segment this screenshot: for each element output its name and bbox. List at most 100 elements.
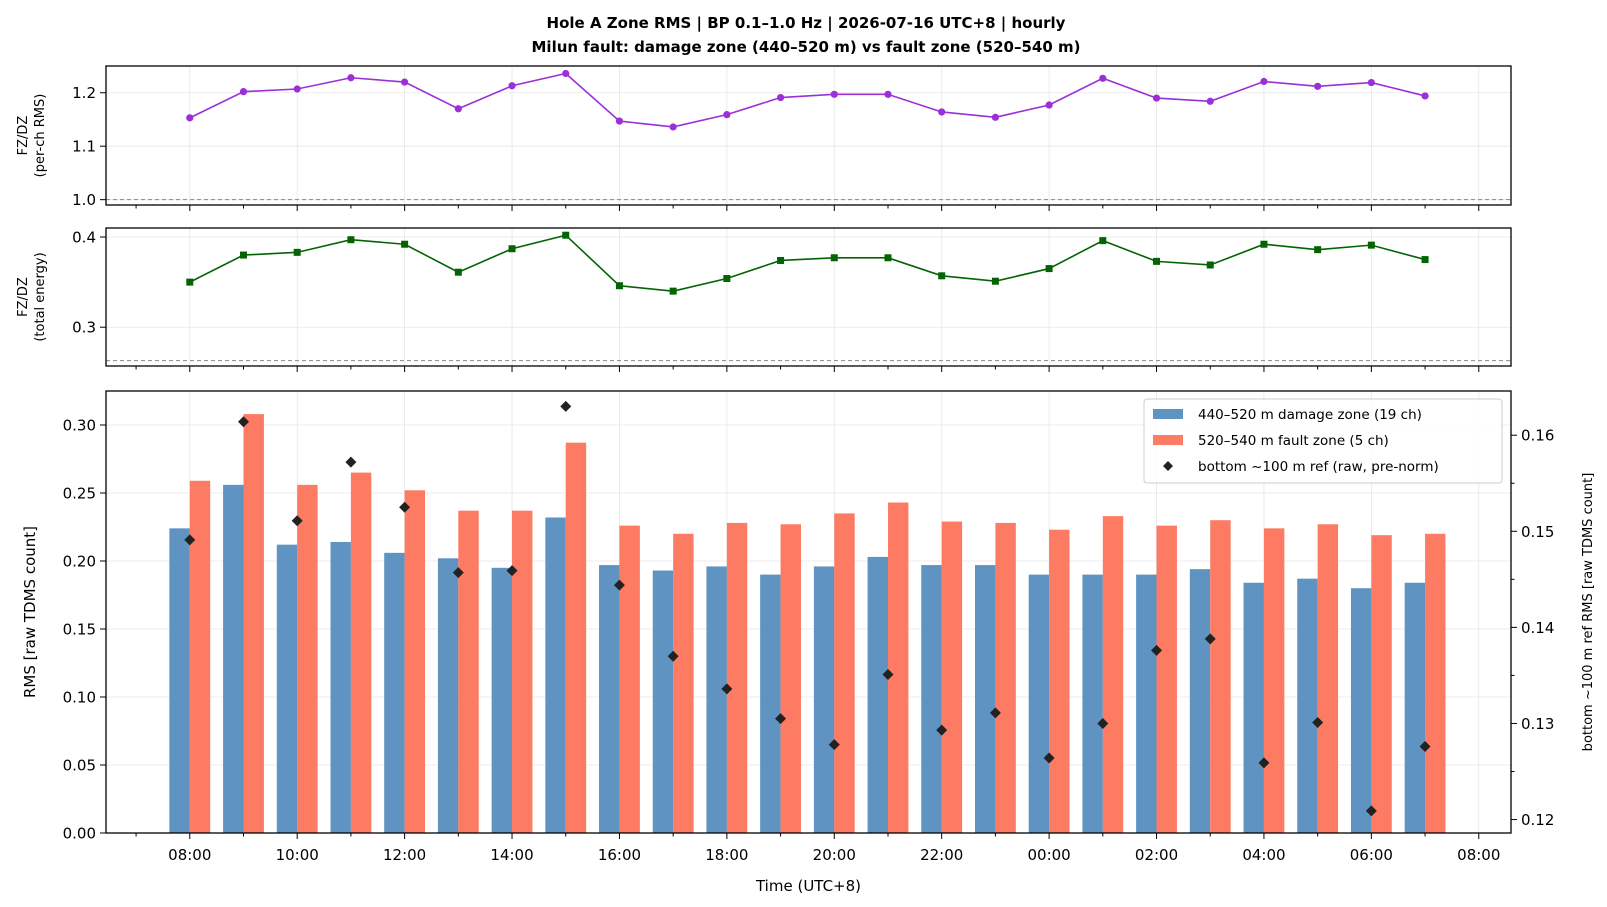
legend-swatch-ref bbox=[1163, 461, 1173, 471]
ref-marker bbox=[237, 416, 249, 428]
bar-damage-zone bbox=[1189, 569, 1211, 833]
x-tick-label: 04:00 bbox=[1242, 846, 1285, 864]
series-line bbox=[189, 234, 1426, 292]
bar-fault-zone bbox=[780, 524, 801, 833]
data-point bbox=[1421, 256, 1429, 264]
legend-label: 520–540 m fault zone (5 ch) bbox=[1198, 433, 1389, 449]
ref-marker bbox=[1204, 633, 1216, 645]
bar-fault-zone bbox=[1102, 516, 1124, 833]
data-point bbox=[777, 256, 785, 264]
bar-damage-zone bbox=[921, 565, 942, 833]
bar-damage-zone bbox=[223, 484, 244, 833]
y-axis-label-right: bottom ~100 m ref RMS [raw TDMS count] bbox=[1581, 473, 1596, 752]
data-point bbox=[1260, 77, 1268, 86]
bar-fault-zone bbox=[1210, 520, 1231, 833]
x-axis-label: Time (UTC+8) bbox=[755, 877, 861, 895]
x-tick-label: 02:00 bbox=[1135, 846, 1178, 864]
legend-label: 440–520 m damage zone (19 ch) bbox=[1198, 407, 1422, 423]
legend-swatch-fault bbox=[1153, 435, 1183, 445]
x-tick-label: 10:00 bbox=[276, 846, 319, 864]
data-point bbox=[186, 278, 194, 286]
y-axis-label: (per-ch RMS) bbox=[33, 94, 48, 178]
y-axis-label: RMS [raw TDMS count] bbox=[21, 526, 39, 698]
bar-damage-zone bbox=[1297, 578, 1318, 833]
y-tick-label-right: 0.14 bbox=[1521, 619, 1554, 637]
data-point bbox=[1153, 257, 1161, 265]
data-point bbox=[401, 78, 409, 86]
ref-marker bbox=[936, 724, 948, 736]
ref-marker bbox=[560, 400, 572, 412]
bar-fault-zone bbox=[1263, 528, 1285, 833]
bar-fault-zone bbox=[1049, 529, 1070, 833]
bar-fault-zone bbox=[243, 414, 264, 833]
data-point bbox=[186, 114, 194, 122]
y-axis-label: FZ/DZ bbox=[16, 277, 31, 317]
bar-fault-zone bbox=[565, 442, 587, 833]
data-point bbox=[1045, 101, 1053, 109]
data-point bbox=[454, 268, 462, 276]
y-tick-label: 1.0 bbox=[72, 191, 96, 209]
y-tick-label: 0.10 bbox=[63, 689, 96, 707]
x-tick-label: 08:00 bbox=[1457, 846, 1500, 864]
x-tick-label: 22:00 bbox=[920, 846, 963, 864]
ref-marker bbox=[989, 707, 1001, 719]
data-point bbox=[1099, 74, 1107, 82]
bar-damage-zone bbox=[491, 567, 513, 833]
data-point bbox=[723, 111, 731, 119]
panel-fzdz-per-ch-rms: 1.0 1.1 1.2 FZ/DZ (per-ch RMS) bbox=[16, 65, 1512, 211]
plot-frame bbox=[105, 390, 1512, 834]
y-tick-label: 0.15 bbox=[63, 621, 96, 639]
y-tick-label-right: 0.12 bbox=[1521, 811, 1554, 829]
bar-fault-zone bbox=[1425, 533, 1446, 833]
bar-damage-zone bbox=[706, 566, 727, 833]
ref-marker bbox=[399, 501, 411, 513]
bar-fault-zone bbox=[512, 510, 533, 833]
data-point bbox=[1367, 241, 1375, 249]
panel-fzdz-total-energy: 0.3 0.4 FZ/DZ (total energy) bbox=[16, 227, 1512, 372]
x-tick-label: 18:00 bbox=[705, 846, 748, 864]
data-point bbox=[884, 90, 892, 98]
bar-fault-zone bbox=[1371, 535, 1392, 833]
data-point bbox=[615, 282, 623, 290]
bar-damage-zone bbox=[1082, 574, 1103, 833]
ref-marker bbox=[828, 739, 840, 751]
bar-fault-zone bbox=[995, 522, 1016, 833]
data-point bbox=[830, 254, 838, 262]
ref-marker bbox=[613, 579, 625, 591]
data-point bbox=[239, 251, 247, 259]
x-tick-label: 20:00 bbox=[813, 846, 856, 864]
data-point bbox=[884, 254, 892, 262]
ref-marker bbox=[1043, 752, 1055, 764]
bar-damage-zone bbox=[974, 565, 996, 833]
legend-swatch-damage bbox=[1153, 409, 1183, 419]
bar-damage-zone bbox=[437, 558, 459, 833]
data-point bbox=[1152, 94, 1161, 102]
ref-marker bbox=[882, 668, 894, 680]
data-point bbox=[293, 85, 301, 93]
bar-damage-zone bbox=[1243, 582, 1264, 833]
legend: 440–520 m damage zone (19 ch) 520–540 m f… bbox=[1143, 398, 1503, 484]
ref-marker bbox=[291, 515, 303, 527]
y-tick-label: 1.2 bbox=[72, 84, 96, 102]
y-tick-label: 1.1 bbox=[72, 138, 96, 156]
bar-damage-zone bbox=[545, 517, 566, 833]
legend-box bbox=[1143, 398, 1503, 484]
bar-damage-zone bbox=[1404, 582, 1426, 833]
data-point bbox=[347, 74, 355, 82]
y-tick-label: 0.4 bbox=[72, 229, 96, 247]
data-point bbox=[723, 275, 731, 283]
bar-damage-zone bbox=[599, 565, 620, 833]
y-tick-label: 0.05 bbox=[63, 757, 96, 775]
bar-damage-zone bbox=[813, 566, 835, 833]
data-point bbox=[830, 90, 838, 98]
data-point bbox=[508, 82, 516, 90]
bar-damage-zone bbox=[330, 541, 351, 833]
bar-damage-zone bbox=[867, 556, 888, 833]
bar-fault-zone bbox=[458, 510, 479, 833]
ref-marker bbox=[1312, 717, 1324, 728]
data-point bbox=[1260, 240, 1268, 248]
plot-frame bbox=[105, 65, 1512, 206]
y-axis-label: (total energy) bbox=[33, 252, 48, 341]
y-tick-label: 0.3 bbox=[72, 319, 96, 337]
